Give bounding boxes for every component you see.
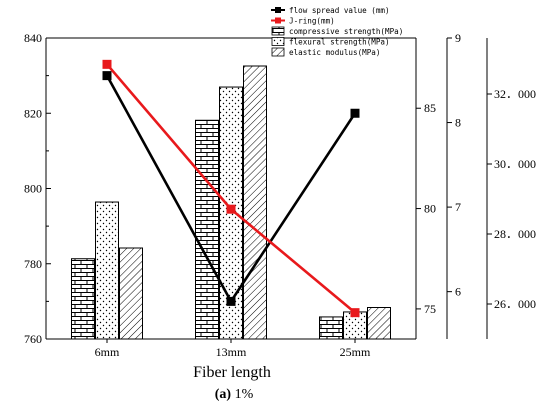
line-marker-1-2: [226, 296, 236, 306]
legend-swatch-5: [271, 47, 285, 57]
left-tick-label-3: 800: [24, 182, 42, 196]
x-tick-label-3: 25mm: [340, 345, 371, 359]
right2-tick-label-4: 9: [455, 31, 461, 45]
line-marker-2-3: [350, 308, 360, 318]
right2-tick-label-3: 8: [455, 116, 461, 130]
right1-tick-label-3: 85: [424, 101, 436, 115]
legend-label-3: compressive strength(MPa): [289, 27, 403, 36]
bar-brick-1: [71, 258, 95, 340]
figure-caption: (a) 1%: [215, 387, 254, 402]
line-marker-1-1: [102, 71, 112, 81]
bar-hatch-1: [119, 247, 143, 340]
x-tick-label-1: 6mm: [95, 345, 120, 359]
bar-dots-1: [95, 201, 119, 340]
legend-label-5: elastic modulus(MPa): [289, 48, 380, 57]
axes-layer: 760 780 800 820 840 75 80 85 6 7 8 9 26．000 28．000 30．…: [24, 31, 536, 359]
right1-tick-label-1: 75: [424, 302, 436, 316]
bar-hatch-2: [243, 65, 267, 340]
right2-tick-label-1: 6: [455, 285, 461, 299]
line-marker-2-2: [226, 204, 236, 214]
line-marker-2-1: [102, 59, 112, 69]
left-tick-label-5: 840: [24, 31, 42, 45]
left-tick-label-1: 760: [24, 332, 42, 346]
x-axis-label: Fiber length: [193, 364, 271, 381]
legend-marker-2: [275, 17, 281, 24]
line-marker-1-3: [350, 108, 360, 118]
legend-label-4: flexural strength(MPa): [289, 37, 390, 46]
legend-swatch-4: [271, 37, 285, 46]
lines-layer: [102, 59, 360, 318]
right1-tick-label-2: 80: [424, 202, 436, 216]
right3-tick-label-2: 28．000: [494, 227, 536, 241]
left-tick-label-4: 820: [24, 106, 42, 120]
legend-label-1: flow spread value (mm): [289, 6, 390, 15]
legend-swatch-3: [271, 26, 285, 36]
left-tick-label-2: 780: [24, 257, 42, 271]
right3-tick-label-3: 30．000: [494, 157, 536, 171]
legend-label-2: J-ring(mm): [289, 16, 335, 25]
bar-brick-2: [195, 119, 219, 340]
right2-tick-label-2: 7: [455, 200, 461, 214]
bar-brick-3: [319, 316, 343, 340]
x-tick-label-2: 13mm: [216, 345, 247, 359]
bar-hatch-3: [367, 307, 391, 340]
right3-tick-label-1: 26．000: [494, 297, 536, 311]
legend: flow spread value (mm)J-ring(mm) compress…: [271, 6, 403, 57]
bars-layer: [71, 65, 391, 340]
legend-marker-1: [275, 7, 281, 13]
right3-tick-label-4: 32．000: [494, 87, 536, 101]
